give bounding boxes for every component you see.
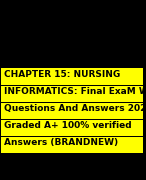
- Bar: [1, 86, 143, 102]
- Text: Questions And Answers 2024: Questions And Answers 2024: [4, 104, 146, 113]
- Text: Graded A+ 100% verified: Graded A+ 100% verified: [4, 121, 132, 130]
- Text: CHAPTER 15: NURSING: CHAPTER 15: NURSING: [4, 70, 121, 79]
- Text: INFORMATICS: Final ExaM With: INFORMATICS: Final ExaM With: [4, 87, 146, 96]
- Bar: [1, 68, 143, 85]
- Bar: [1, 103, 143, 119]
- Bar: [1, 137, 143, 153]
- Text: Answers (BRANDNEW): Answers (BRANDNEW): [4, 138, 119, 147]
- Bar: [1, 120, 143, 136]
